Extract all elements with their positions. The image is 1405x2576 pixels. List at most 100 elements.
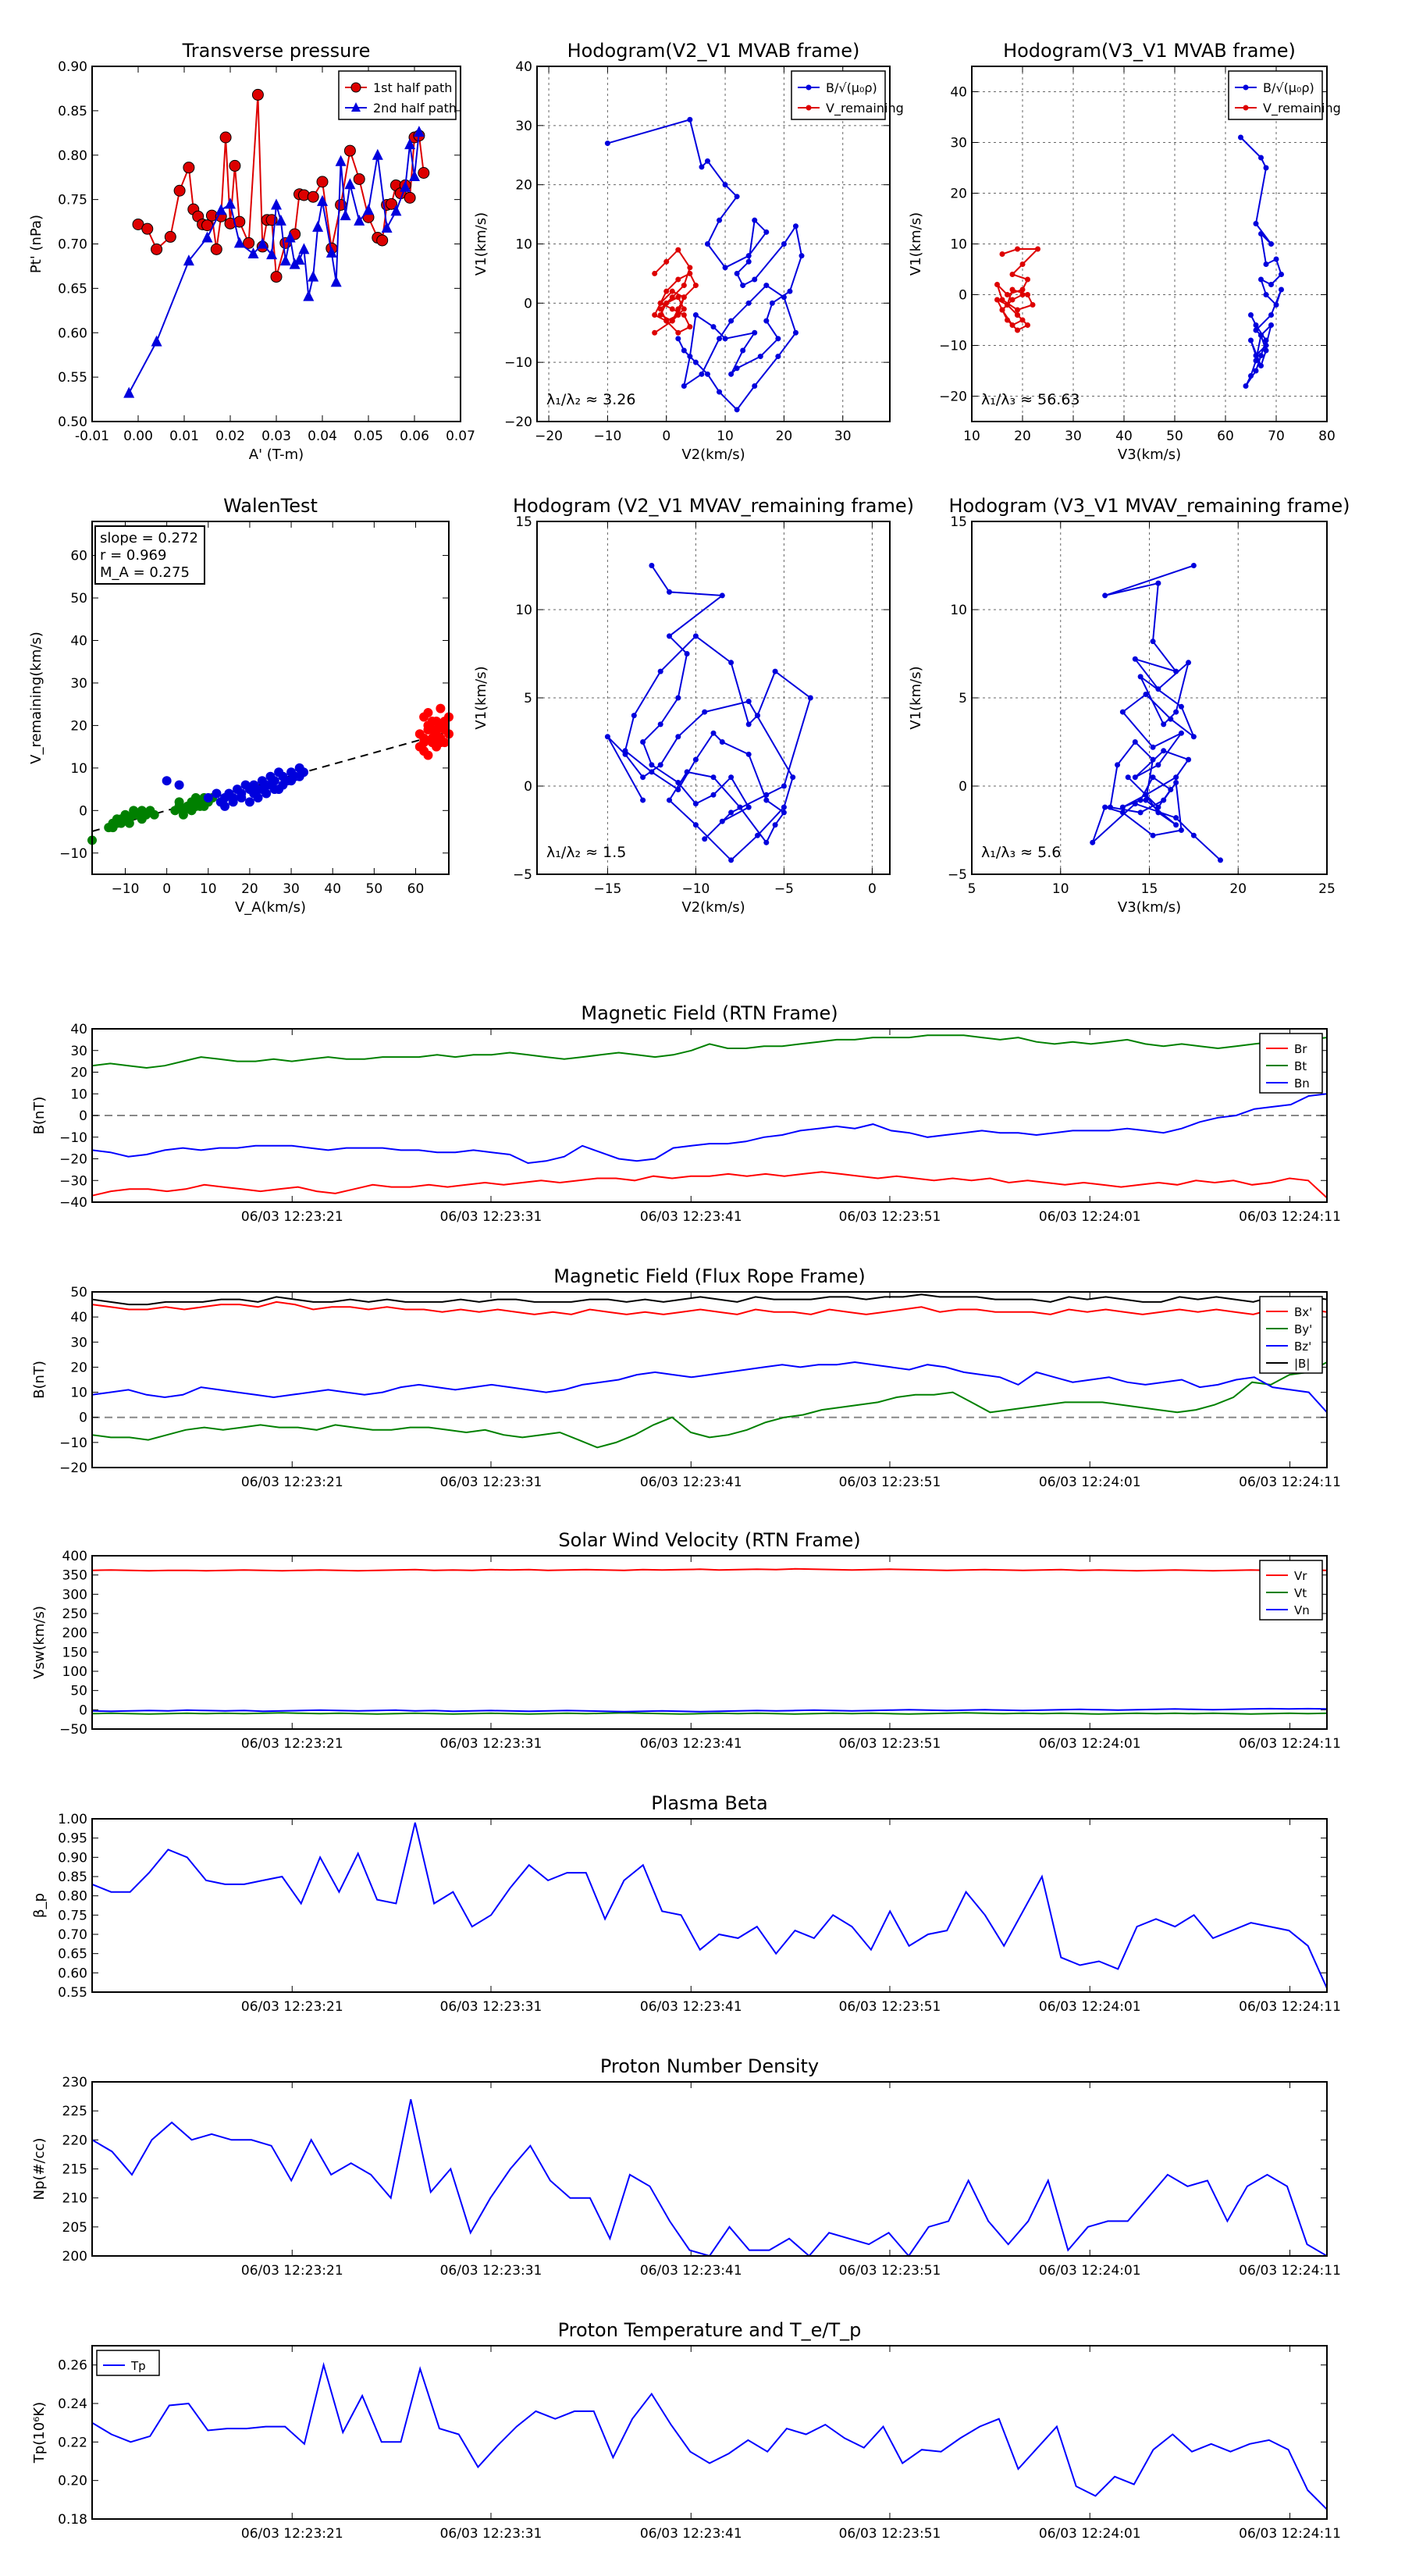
data-point — [1125, 774, 1131, 781]
data-point — [763, 797, 770, 803]
data-point — [675, 734, 681, 740]
data-point — [1168, 716, 1174, 722]
data-point — [1173, 779, 1179, 785]
x-tick-label: 0.01 — [169, 429, 199, 444]
data-point — [763, 283, 770, 289]
data-point — [1119, 809, 1126, 816]
data-point — [1186, 756, 1192, 763]
data-point — [307, 190, 319, 203]
data-point — [675, 695, 681, 701]
x-tick-label: 10 — [717, 429, 734, 444]
data-point — [413, 126, 425, 137]
legend-label: 1st half path — [373, 80, 452, 95]
x-axis-label: V3(km/s) — [1118, 899, 1181, 916]
x-tick-label: 0.07 — [446, 429, 475, 444]
data-point — [999, 307, 1005, 313]
series-blue — [162, 763, 309, 811]
x-tick-label: 06/03 12:23:31 — [440, 1999, 542, 2015]
data-point — [162, 776, 172, 786]
data-point — [763, 318, 770, 324]
series-line — [91, 2361, 1328, 2510]
y-tick-label: 0.22 — [58, 2435, 87, 2450]
data-point — [1218, 857, 1223, 863]
data-point — [728, 857, 735, 863]
data-point — [675, 787, 681, 793]
data-point — [710, 792, 717, 798]
data-point — [108, 823, 118, 833]
data-point — [1015, 246, 1020, 252]
data-point — [1143, 691, 1149, 697]
data-point — [1137, 809, 1144, 816]
x-tick-label: 60 — [1217, 429, 1234, 444]
legend-label: Bn — [1294, 1076, 1310, 1091]
x-tick-label: 10 — [200, 881, 217, 897]
y-tick-label: 0 — [959, 288, 967, 304]
legend-label: Br — [1294, 1042, 1307, 1056]
data-point — [740, 283, 746, 289]
x-tick-label: −5 — [774, 881, 794, 897]
data-point — [1178, 730, 1184, 736]
data-point — [423, 750, 433, 760]
series-line — [128, 132, 420, 394]
data-point — [631, 713, 637, 719]
data-point — [663, 318, 670, 324]
x-tick-label: 06/03 12:23:31 — [440, 2263, 542, 2279]
data-point — [640, 739, 646, 745]
data-point — [199, 801, 209, 811]
chart-title: Hodogram(V3_V1 MVAB frame) — [1003, 40, 1296, 62]
x-tick-label: -0.01 — [75, 429, 109, 444]
data-point — [763, 229, 770, 235]
data-point — [1253, 368, 1259, 374]
y-axis-label: Np(#/cc) — [31, 2138, 48, 2201]
data-point — [763, 792, 770, 798]
data-point — [1263, 165, 1269, 171]
x-tick-label: 06/03 12:23:51 — [839, 1209, 941, 1225]
data-point — [669, 318, 675, 324]
data-point — [1150, 774, 1156, 781]
y-tick-label: 30 — [70, 676, 87, 692]
series-vt — [91, 1712, 1328, 1715]
data-point — [719, 592, 725, 599]
data-point — [418, 167, 430, 179]
x-tick-label: 06/03 12:24:11 — [1239, 1209, 1341, 1225]
y-tick-label: 20 — [515, 178, 532, 194]
series-v-remaining — [994, 246, 1040, 333]
x-tick-label: 06/03 12:24:01 — [1039, 1999, 1141, 2015]
legend-label: Tp — [130, 2359, 146, 2373]
data-point — [657, 300, 663, 306]
series-v-remaining — [652, 247, 699, 336]
x-tick-label: 06/03 12:23:41 — [640, 1209, 742, 1225]
y-tick-label: 0.20 — [58, 2474, 87, 2489]
y-axis-label: Vsw(km/s) — [31, 1606, 48, 1679]
data-point — [1258, 155, 1264, 161]
chart-title: WalenTest — [223, 495, 318, 517]
data-point — [390, 205, 402, 216]
data-point — [229, 159, 241, 172]
data-point — [183, 254, 194, 266]
data-point — [722, 336, 728, 342]
legend-label: |B| — [1294, 1357, 1310, 1371]
x-axis-label: V2(km/s) — [681, 899, 745, 916]
data-point — [745, 721, 752, 728]
x-tick-label: 06/03 12:23:41 — [640, 2263, 742, 2279]
data-point — [681, 283, 687, 289]
y-tick-label: 0.26 — [58, 2358, 87, 2374]
x-tick-label: 06/03 12:24:01 — [1039, 1209, 1141, 1225]
data-point — [1155, 762, 1161, 768]
x-tick-label: 06/03 12:23:41 — [640, 1999, 742, 2015]
data-point — [251, 88, 264, 101]
data-point — [1248, 373, 1254, 379]
data-point — [151, 335, 162, 347]
data-point — [233, 237, 245, 248]
data-point — [769, 300, 775, 306]
data-point — [237, 792, 247, 802]
series-line — [91, 1712, 1328, 1715]
data-point — [1009, 286, 1016, 293]
plot-frame — [91, 2081, 1328, 2257]
y-tick-label: −10 — [59, 1130, 87, 1146]
y-tick-label: 0.65 — [58, 1947, 87, 1962]
data-point — [1155, 804, 1161, 810]
data-point — [141, 222, 154, 235]
x-tick-label: 0 — [868, 881, 877, 897]
data-point — [790, 774, 796, 781]
